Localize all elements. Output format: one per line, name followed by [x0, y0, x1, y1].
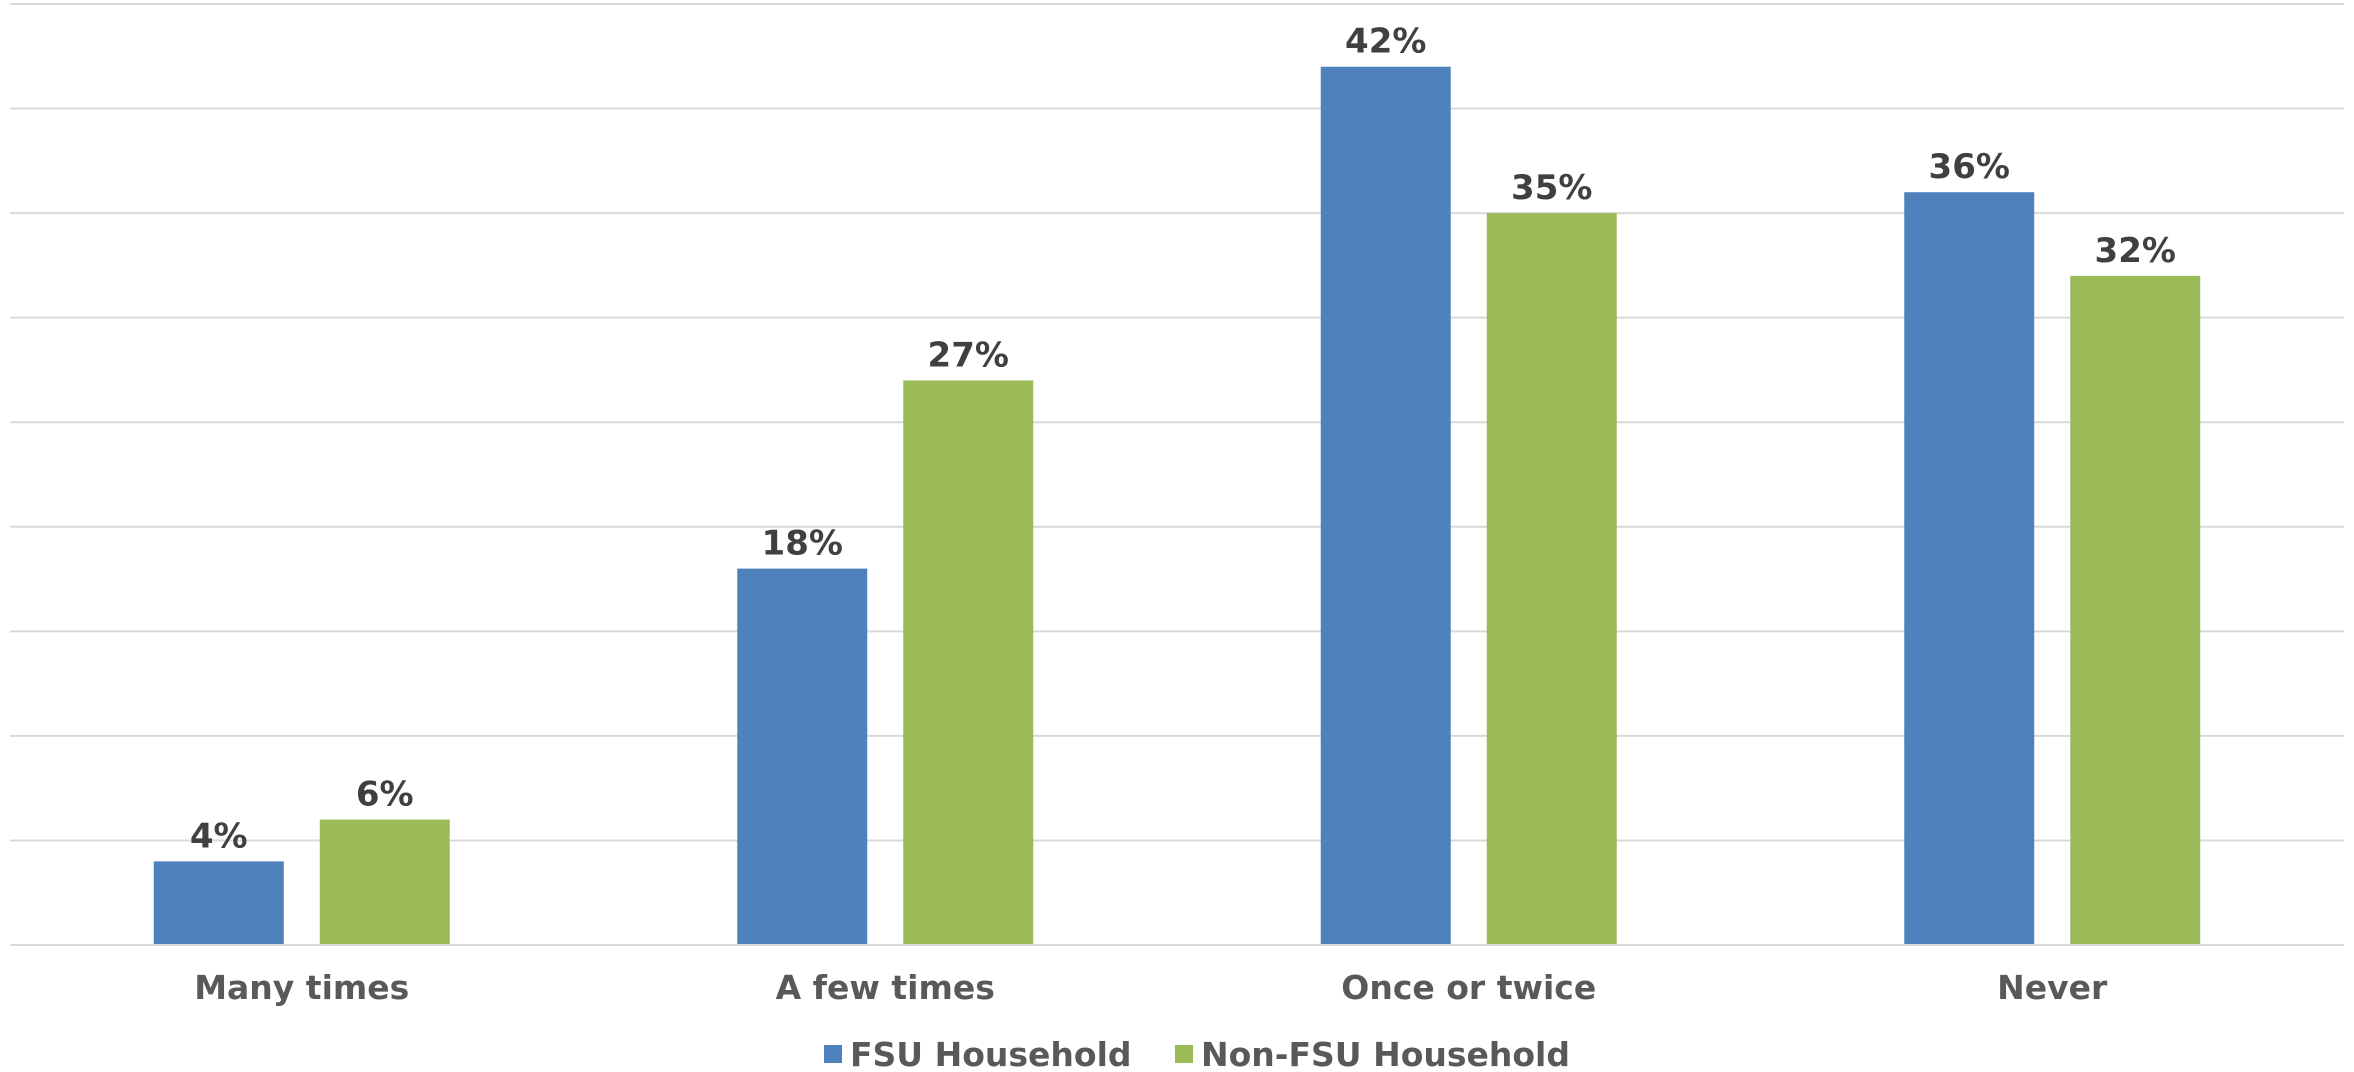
bar-fsu-1: [737, 568, 868, 945]
category-label: Many times: [194, 968, 409, 1007]
legend-swatch: [824, 1045, 842, 1063]
bar-non-fsu-3: [2070, 275, 2201, 945]
bar-fsu-2: [1320, 66, 1451, 945]
bar-non-fsu-2: [1486, 213, 1617, 946]
legend-label: FSU Household: [850, 1035, 1132, 1072]
data-labels: 4% 6% 18% 27% 42% 35% 36% 32%: [190, 22, 2176, 857]
bar-non-fsu-1: [903, 380, 1034, 945]
category-labels: Many times A few times Once or twice Never: [194, 968, 2108, 1007]
bar-fsu-0: [153, 861, 284, 945]
data-label: 32%: [2095, 231, 2176, 271]
data-label: 35%: [1511, 168, 1592, 208]
data-label: 42%: [1345, 22, 1426, 62]
data-label: 4%: [190, 816, 248, 856]
data-label: 36%: [1929, 147, 2010, 187]
data-label: 27%: [928, 335, 1009, 375]
legend-swatch: [1175, 1045, 1193, 1063]
category-label: A few times: [776, 968, 995, 1007]
bar-fsu-3: [1904, 192, 2035, 945]
legend: FSU Household Non-FSU Household: [824, 1035, 1570, 1072]
data-label: 18%: [762, 524, 843, 564]
bars: [153, 66, 2201, 946]
gridlines: [10, 3, 2344, 842]
category-label: Once or twice: [1341, 968, 1596, 1007]
legend-label: Non-FSU Household: [1201, 1035, 1570, 1072]
category-label: Never: [1997, 968, 2108, 1007]
data-label: 6%: [356, 775, 414, 815]
bar-non-fsu-0: [319, 819, 450, 945]
